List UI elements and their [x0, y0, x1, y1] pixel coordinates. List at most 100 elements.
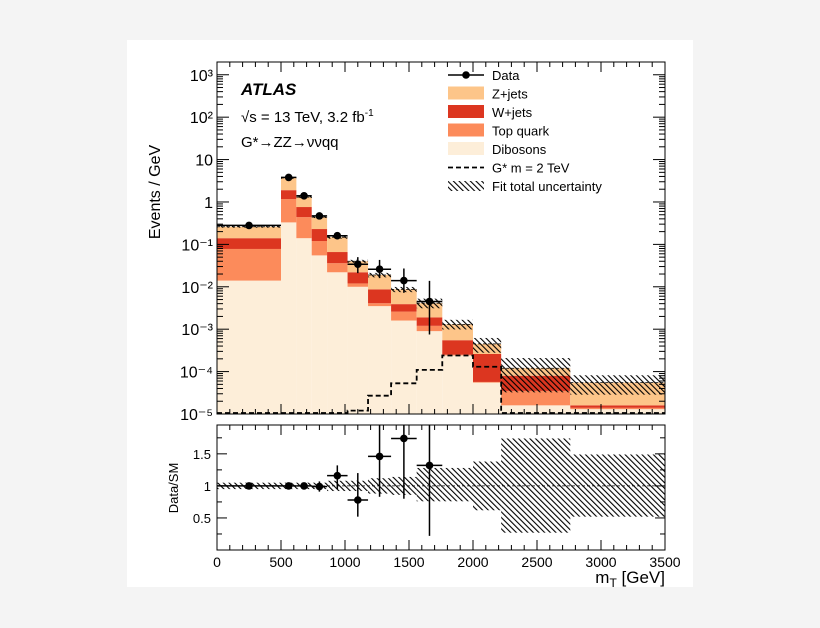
- bar-dibosons: [281, 222, 297, 414]
- uncertainty-hatch: [473, 337, 502, 353]
- legend-swatch: [448, 86, 484, 100]
- legend-hatch-swatch: [448, 181, 484, 191]
- bar-w-jets: [368, 289, 392, 304]
- ratio-ytick-label: 1.5: [193, 447, 211, 462]
- legend-swatch: [448, 123, 484, 137]
- xtick-label: 3000: [585, 554, 616, 570]
- bar-dibosons: [501, 405, 571, 414]
- bar-z-jets: [391, 289, 417, 305]
- ratio-point: [333, 471, 342, 480]
- legend-label: W+jets: [492, 105, 533, 120]
- bar-top-quark: [281, 199, 297, 223]
- bar-top-quark: [501, 390, 571, 406]
- ratio-ytick-label: 0.5: [193, 511, 211, 526]
- data-point: [333, 231, 342, 240]
- bar-dibosons: [473, 382, 502, 414]
- bar-z-jets: [368, 274, 392, 290]
- signal-line: [217, 354, 665, 414]
- bar-w-jets: [473, 353, 502, 382]
- ytick-label: 10⁻⁵: [180, 407, 213, 424]
- bar-top-quark: [473, 381, 502, 383]
- legend-label: Fit total uncertainty: [492, 179, 602, 194]
- bar-top-quark: [368, 303, 392, 307]
- ytick-label: 10⁻²: [181, 280, 213, 297]
- bar-w-jets: [327, 252, 348, 264]
- legend-label: G* m = 2 TeV: [492, 161, 570, 176]
- ratio-point: [425, 461, 434, 470]
- bar-top-quark: [327, 263, 348, 273]
- ytick-label: 10³: [190, 68, 214, 85]
- xtick-label: 1000: [329, 554, 360, 570]
- bar-z-jets: [217, 226, 281, 239]
- bar-top-quark: [296, 217, 312, 239]
- bar-top-quark: [570, 407, 665, 410]
- bar-dibosons: [217, 280, 281, 414]
- ratio-point: [300, 482, 308, 490]
- uncertainty-hatch: [570, 375, 665, 395]
- xtick-label: 500: [269, 554, 293, 570]
- xtick-label: 3500: [649, 554, 680, 570]
- bar-z-jets: [311, 217, 328, 230]
- x-axis-label-sub: T: [609, 576, 617, 590]
- legend-label: Data: [492, 68, 520, 83]
- top-frame: [216, 61, 666, 415]
- data-point: [245, 221, 253, 230]
- legend-label: Z+jets: [492, 87, 528, 102]
- ytick-label: 10⁻³: [181, 322, 213, 339]
- ratio-point: [354, 496, 362, 504]
- bar-z-jets: [281, 177, 297, 191]
- data-point: [354, 260, 362, 269]
- bar-z-jets: [327, 237, 348, 253]
- atlas-label: ATLAS: [240, 80, 297, 99]
- ratio-point: [315, 482, 324, 491]
- bar-top-quark: [217, 248, 281, 281]
- bar-dibosons: [391, 320, 417, 414]
- energy-lumi-label: √s = 13 TeV, 3.2 fb-1: [241, 108, 374, 126]
- legend-label: Dibosons: [492, 142, 547, 157]
- lumi-exponent: -1: [365, 108, 374, 119]
- x-axis-label-m: m: [595, 568, 609, 587]
- ratio-ytick-label: 1: [204, 479, 211, 494]
- ytick-label: 1: [204, 195, 213, 212]
- bar-dibosons: [296, 238, 312, 414]
- ytick-label: 10: [195, 153, 213, 170]
- ytick-label: 10⁻¹: [181, 237, 213, 254]
- bar-w-jets: [311, 229, 328, 242]
- ratio-point: [400, 434, 408, 443]
- bar-dibosons: [327, 272, 348, 414]
- xtick-label: 2000: [457, 554, 488, 570]
- ratio-axis-label: Data/SM: [166, 463, 181, 514]
- bar-top-quark: [311, 241, 328, 256]
- y-axis-label: Events / GeV: [147, 145, 164, 240]
- data-point: [300, 191, 308, 200]
- x-axis-label: mT [GeV]: [595, 568, 665, 590]
- x-axis-label-unit: [GeV]: [617, 568, 665, 587]
- bar-top-quark: [391, 311, 417, 321]
- bar-top-quark: [347, 283, 369, 287]
- bar-dibosons: [570, 409, 665, 414]
- legend-swatch: [448, 105, 484, 118]
- ytick-label: 10⁻⁴: [180, 365, 213, 382]
- bar-w-jets: [281, 190, 297, 200]
- energy-text: √s = 13 TeV, 3.2 fb: [241, 109, 365, 126]
- ratio-point: [375, 452, 384, 461]
- data-point: [284, 173, 293, 182]
- legend-swatch: [448, 142, 484, 155]
- legend-label: Top quark: [492, 124, 550, 139]
- bar-w-jets: [570, 405, 665, 408]
- bar-dibosons: [442, 355, 473, 414]
- bottom-frame: [216, 424, 666, 551]
- ratio-point: [245, 482, 253, 490]
- bar-w-jets: [296, 207, 312, 218]
- bar-dibosons: [368, 306, 392, 414]
- data-point: [315, 212, 324, 220]
- bar-z-jets: [296, 197, 312, 208]
- bar-dibosons: [347, 286, 369, 414]
- data-point: [425, 297, 434, 306]
- data-point: [400, 276, 408, 285]
- bar-w-jets: [442, 340, 473, 355]
- xtick-label: 1500: [393, 554, 424, 570]
- bar-w-jets: [217, 238, 281, 249]
- legend-data-marker: [462, 71, 470, 79]
